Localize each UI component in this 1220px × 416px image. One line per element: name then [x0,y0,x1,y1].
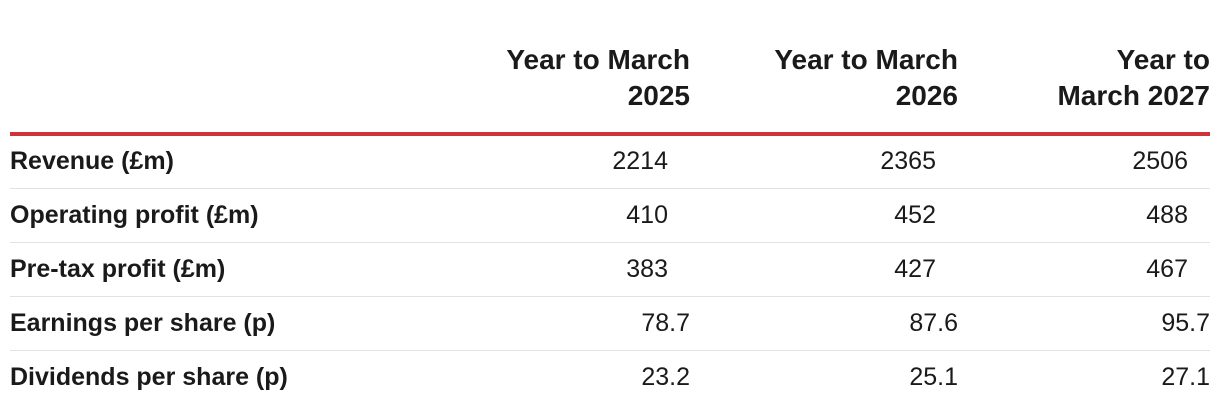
header-line: 2026 [895,80,958,111]
cell-value: 2506 [958,134,1210,189]
header-year-2025: Year to March 2025 [490,0,690,136]
row-label-operating-profit: Operating profit (£m) [10,188,490,243]
cell-value: 410 [490,188,690,243]
header-line: 2025 [627,80,690,111]
cell-value: 95.7 [958,296,1210,351]
cell-value: 383 [490,242,690,297]
table-row: Dividends per share (p) 23.2 25.1 27.1 [10,350,1210,404]
header-line: Year to March [774,44,958,75]
cell-value: 2214 [490,134,690,189]
table-row: Operating profit (£m) 410 452 488 [10,188,1210,243]
row-label-revenue: Revenue (£m) [10,134,490,189]
row-label-dps: Dividends per share (p) [10,362,288,391]
table-row: Pre-tax profit (£m) 383 427 467 [10,242,1210,297]
cell-value: 27.1 [1161,362,1210,391]
table-body: Revenue (£m) 2214 2365 2506 Operating pr… [10,134,1210,404]
table-row: Revenue (£m) 2214 2365 2506 [10,134,1210,189]
row-label-eps: Earnings per share (p) [10,296,490,351]
header-line: March 2027 [1057,80,1210,111]
cell-value: 87.6 [690,296,958,351]
header-year-2026: Year to March 2026 [690,0,958,136]
cell-value: 78.7 [490,296,690,351]
table-row: Earnings per share (p) 78.7 87.6 95.7 [10,296,1210,351]
forecast-table-container: Year to March 2025 Year to March 2026 Ye… [10,0,1210,404]
cell-value: 427 [690,242,958,297]
header-row: Year to March 2025 Year to March 2026 Ye… [10,0,1210,136]
header-year-2027: Year to March 2027 [958,0,1210,136]
forecast-table: Year to March 2025 Year to March 2026 Ye… [10,0,1210,404]
cell-value: 452 [690,188,958,243]
table-header: Year to March 2025 Year to March 2026 Ye… [10,0,1210,136]
header-line: Year to [1116,44,1210,75]
cell-value: 23.2 [641,362,690,391]
header-line: Year to March [506,44,690,75]
header-label-cell [10,0,490,136]
cell-value: 2365 [690,134,958,189]
cell-value: 25.1 [909,362,958,391]
row-label-pretax-profit: Pre-tax profit (£m) [10,242,490,297]
cell-value: 488 [958,188,1210,243]
cell-value: 467 [958,242,1210,297]
